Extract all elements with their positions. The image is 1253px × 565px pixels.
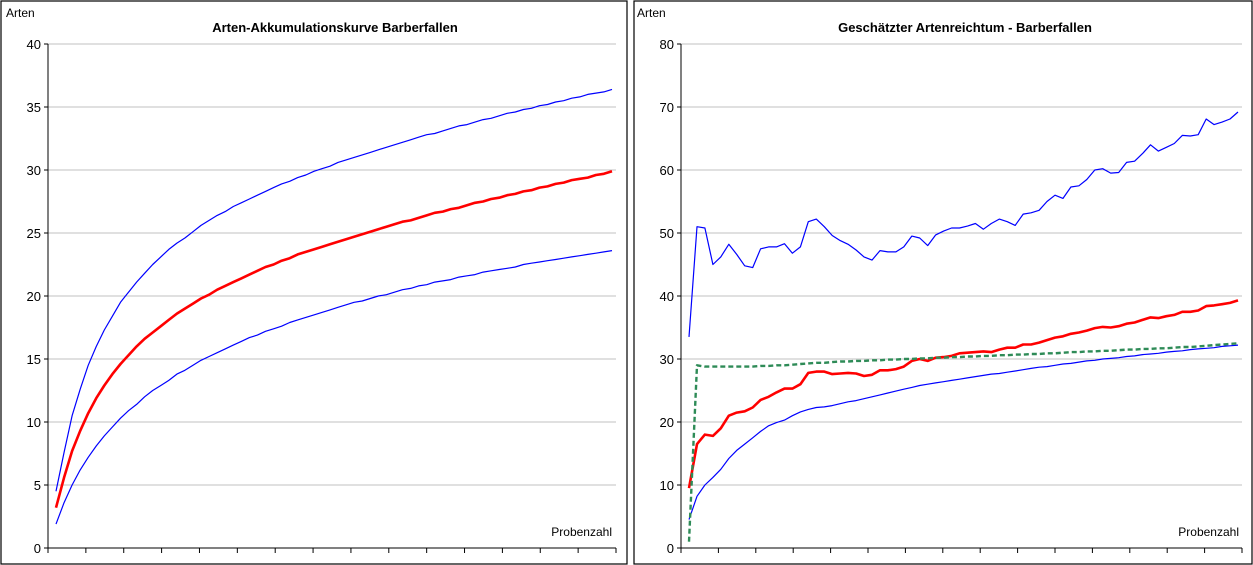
x-axis-unit: Probenzahl (1178, 525, 1239, 539)
y-tick-label: 20 (27, 289, 41, 304)
chart-frame (0, 0, 628, 565)
chart-svg-right: Arten Geschätzter Artenreichtum - Barber… (633, 0, 1253, 565)
y-tick-label: 35 (27, 100, 41, 115)
series-line-3 (688, 344, 1239, 520)
x-axis-unit: Probenzahl (551, 525, 612, 539)
chart-panel-right: Arten Geschätzter Artenreichtum - Barber… (633, 0, 1253, 565)
series-line-1 (688, 111, 1239, 337)
y-tick-label: 80 (660, 37, 674, 52)
y-tick-label: 15 (27, 352, 41, 367)
y-tick-label: 25 (27, 226, 41, 241)
series-line-2 (687, 299, 1239, 489)
y-tick-label: 40 (660, 289, 674, 304)
y-tick-label: 40 (27, 37, 41, 52)
y-axis-unit: Arten (637, 6, 666, 20)
y-tick-label: 5 (34, 478, 41, 493)
plot-area: 0 10 20 30 40 50 60 70 80 (660, 37, 1243, 556)
series-line-2 (54, 170, 613, 509)
chart-title: Geschätzter Artenreichtum - Barberfallen (838, 20, 1092, 35)
y-tick-label: 0 (34, 541, 41, 556)
series-line-1 (55, 88, 613, 492)
y-tick-label: 20 (660, 415, 674, 430)
chart-panel-left: Arten Arten-Akkumulationskurve Barberfal… (0, 0, 628, 565)
y-tick-label: 0 (667, 541, 674, 556)
y-tick-label: 30 (660, 352, 674, 367)
chart-title: Arten-Akkumulationskurve Barberfallen (212, 20, 458, 35)
series-line-3 (55, 250, 613, 525)
y-tick-label: 60 (660, 163, 674, 178)
y-tick-label: 10 (27, 415, 41, 430)
y-tick-label: 50 (660, 226, 674, 241)
series-line-4 (687, 342, 1239, 542)
y-tick-label: 10 (660, 478, 674, 493)
y-tick-label: 30 (27, 163, 41, 178)
chart-svg-left: Arten Arten-Akkumulationskurve Barberfal… (0, 0, 628, 565)
y-axis-unit: Arten (6, 6, 35, 20)
y-tick-label: 70 (660, 100, 674, 115)
plot-area: 0 5 10 15 20 25 30 35 40 (27, 37, 617, 556)
chart-frame (633, 0, 1253, 565)
